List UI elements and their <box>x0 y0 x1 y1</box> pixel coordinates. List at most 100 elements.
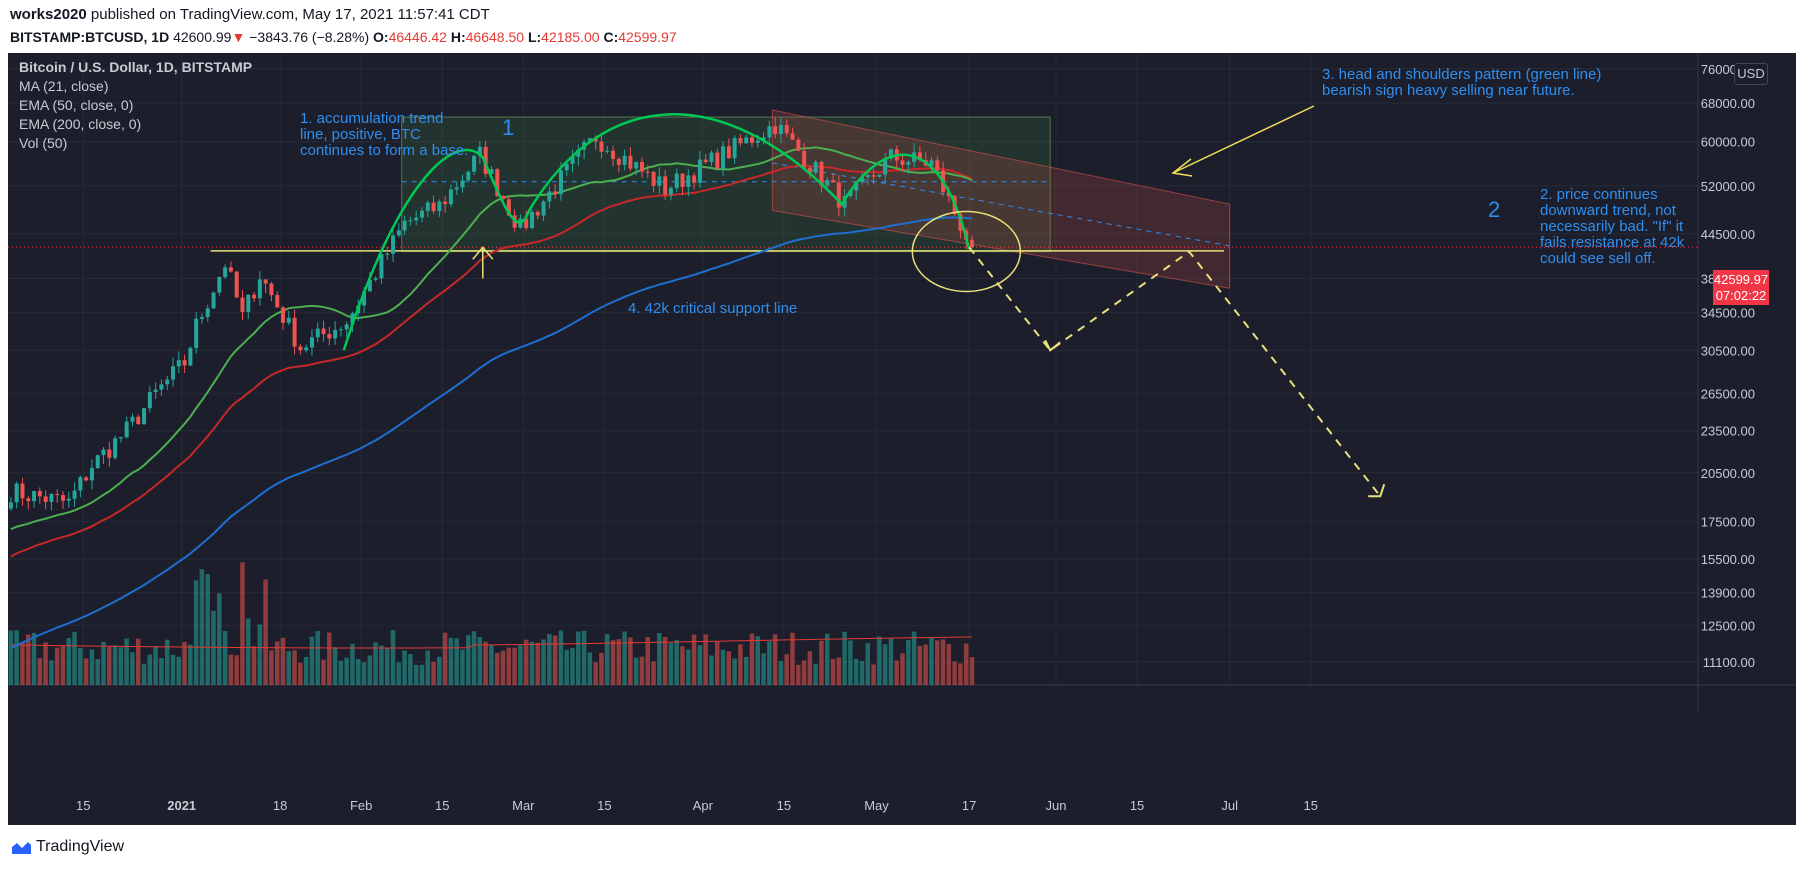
volume-bar <box>130 652 135 685</box>
candle-body <box>315 328 320 338</box>
volume-bar <box>923 644 928 685</box>
last-price-tag: 42599.97 07:02:22 <box>1713 270 1769 305</box>
volume-bar <box>940 639 946 685</box>
volume-bar <box>199 569 205 685</box>
candle-body <box>113 438 118 458</box>
candle-body <box>587 138 592 143</box>
candle-body <box>153 389 158 393</box>
currency-button[interactable]: USD <box>1734 63 1768 85</box>
volume-bar <box>321 659 326 685</box>
volume-bar <box>431 661 436 685</box>
volume-bar <box>37 658 43 685</box>
candle-body <box>692 175 697 183</box>
candle-body <box>176 360 181 367</box>
volume-bar <box>877 636 882 685</box>
candle-body <box>20 483 25 499</box>
candle-body <box>26 498 31 502</box>
candle-body <box>350 313 355 325</box>
volume-bar <box>263 579 268 685</box>
candle-body <box>651 171 656 186</box>
chart-canvas[interactable]: 76000.0068000.0060000.0052000.0044500.00… <box>8 53 1796 825</box>
candle-body <box>726 146 731 159</box>
volume-bar <box>906 639 911 685</box>
annotation-downtrend[interactable]: 2. price continues downward trend, not n… <box>1540 186 1685 267</box>
volume-bar <box>211 610 216 685</box>
volume-bar <box>767 641 772 685</box>
volume-bar <box>448 637 454 685</box>
candle-body <box>211 292 216 309</box>
legend-ema50[interactable]: EMA (50, close, 0) <box>19 97 134 113</box>
volume-bar <box>292 650 297 685</box>
legend-ma21[interactable]: MA (21, close) <box>19 78 109 94</box>
volume-bar <box>547 634 552 685</box>
candle-body <box>147 392 152 409</box>
volume-bar <box>159 657 164 685</box>
volume-bar <box>807 651 813 685</box>
volume-bar <box>327 632 332 685</box>
candle-body <box>640 161 645 172</box>
candle-body <box>802 150 807 168</box>
candle-body <box>668 188 673 195</box>
price-tick-label: 12500.00 <box>1701 618 1755 633</box>
candle-body <box>281 307 286 323</box>
cloud-logo-icon <box>12 842 31 854</box>
legend-volume[interactable]: Vol (50) <box>19 135 68 151</box>
volume-bar <box>749 633 755 685</box>
change-arrow-icon: ▼ <box>231 29 246 45</box>
projection-arrowhead <box>1044 339 1061 352</box>
candle-body <box>124 421 129 438</box>
volume-bar <box>442 632 448 685</box>
annotation-support[interactable]: 4. 42k critical support line <box>628 300 798 317</box>
volume-bar <box>911 631 917 685</box>
volume-bar <box>245 618 251 685</box>
candle-body <box>529 211 534 229</box>
volume-bar <box>419 664 425 685</box>
time-tick-label: 17 <box>962 798 976 813</box>
candle-body <box>396 230 401 236</box>
candle-body <box>836 182 841 208</box>
annotation-head-shoulders[interactable]: 3. head and shoulders pattern (green lin… <box>1322 66 1602 99</box>
chart-pane[interactable]: 76000.00 68000.00 60000.00 52000.00 44500.00… <box>8 53 1796 825</box>
candle-body <box>622 155 627 165</box>
annotation-accumulation[interactable]: 1. accumulation trend line, positive, BT… <box>300 110 469 159</box>
candle-body <box>431 202 436 212</box>
legend-ema200[interactable]: EMA (200, close, 0) <box>19 116 142 132</box>
candle-body <box>709 152 714 163</box>
volume-bar <box>813 664 818 685</box>
candle-body <box>645 171 650 173</box>
volume-bar <box>384 648 390 685</box>
candle-body <box>367 279 372 292</box>
volume-bar <box>616 639 622 685</box>
author-name[interactable]: works2020 <box>10 6 87 23</box>
ma21-line <box>10 146 973 531</box>
symbol-label: BITSTAMP:BTCUSD, 1D <box>10 29 170 45</box>
candle-body <box>362 291 367 306</box>
price-tick-label: 34500.00 <box>1701 305 1755 320</box>
candle-body <box>634 161 639 169</box>
time-tick-label: 18 <box>273 798 287 813</box>
volume-bar <box>43 642 48 685</box>
volume-bar <box>298 662 303 685</box>
candle-body <box>703 159 708 163</box>
candle-body <box>344 324 349 330</box>
hs-arrow-shaft <box>1172 105 1315 174</box>
volume-bar <box>830 658 836 685</box>
time-tick-label: 15 <box>777 798 791 813</box>
candle-body <box>443 201 448 205</box>
volume-bar <box>917 645 923 685</box>
volume-bar <box>31 632 37 685</box>
candle-body <box>385 253 390 255</box>
volume-ma-line <box>10 636 973 649</box>
open-value: 46446.42 <box>388 29 447 45</box>
volume-bar <box>170 654 176 685</box>
volume-bar <box>356 659 361 685</box>
candle-body <box>593 138 598 142</box>
volume-bar <box>929 637 934 685</box>
time-tick-label: 15 <box>76 798 90 813</box>
candle-body <box>269 283 274 296</box>
volume-bar <box>622 631 627 685</box>
candle-body <box>900 160 905 165</box>
tradingview-logo[interactable]: TradingView <box>8 838 124 856</box>
candle-body <box>298 346 303 351</box>
volume-bar <box>112 645 118 685</box>
